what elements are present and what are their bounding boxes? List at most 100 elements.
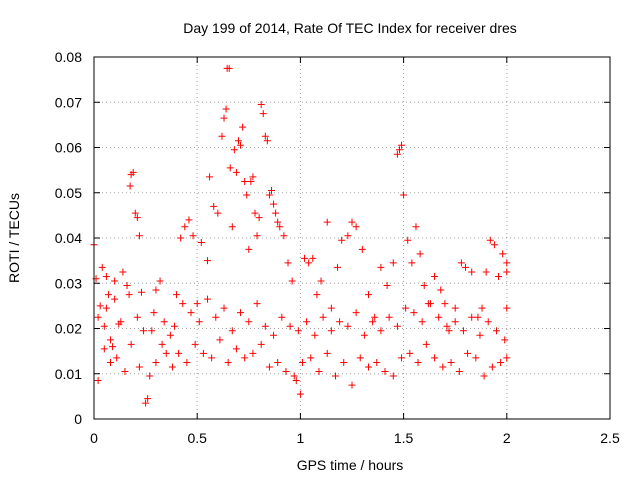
data-point — [371, 313, 379, 321]
data-point — [241, 177, 249, 185]
y-tick-label: 0 — [74, 411, 82, 427]
data-point — [344, 322, 352, 330]
data-point — [261, 322, 269, 330]
data-point — [265, 363, 273, 371]
data-point — [100, 322, 108, 330]
y-tick-label: 0.08 — [55, 49, 82, 65]
data-point — [204, 257, 212, 265]
data-point — [377, 327, 385, 335]
data-point — [243, 191, 251, 199]
data-point — [170, 322, 178, 330]
data-point — [102, 272, 110, 280]
data-point — [133, 313, 141, 321]
data-point — [296, 390, 304, 398]
data-point — [327, 327, 335, 335]
data-point — [245, 318, 253, 326]
data-point — [123, 282, 131, 290]
data-point — [225, 64, 233, 72]
data-point — [224, 358, 232, 366]
data-point — [210, 202, 218, 210]
data-point — [447, 358, 455, 366]
data-point — [226, 164, 234, 172]
data-point — [152, 358, 160, 366]
data-point — [232, 345, 240, 353]
data-point — [416, 250, 424, 258]
data-point — [117, 318, 125, 326]
data-point — [476, 331, 484, 339]
data-point — [464, 349, 472, 357]
data-point — [303, 318, 311, 326]
data-point — [100, 345, 108, 353]
data-point — [270, 200, 278, 208]
x-tick-label: 1.5 — [394, 430, 414, 446]
data-point — [317, 277, 325, 285]
data-point — [334, 263, 342, 271]
data-point — [131, 209, 139, 217]
data-point — [220, 304, 228, 312]
data-point — [214, 209, 222, 217]
data-point — [288, 277, 296, 285]
data-point — [414, 358, 422, 366]
data-point — [474, 313, 482, 321]
data-point — [499, 250, 507, 258]
data-point — [451, 304, 459, 312]
data-point — [301, 254, 309, 262]
data-point — [356, 354, 364, 362]
x-tick-label: 2.5 — [600, 430, 620, 446]
data-point — [352, 223, 360, 231]
data-point — [107, 336, 115, 344]
data-point — [148, 327, 156, 335]
data-point — [445, 327, 453, 335]
data-point — [482, 268, 490, 276]
y-tick-label: 0.03 — [55, 275, 82, 291]
data-point — [490, 241, 498, 249]
y-tick-label: 0.02 — [55, 321, 82, 337]
data-point — [389, 372, 397, 380]
data-point — [459, 327, 467, 335]
data-point — [245, 245, 253, 253]
data-point — [177, 234, 185, 242]
data-point — [270, 331, 278, 339]
data-point — [107, 358, 115, 366]
plot-border — [93, 56, 611, 420]
data-point — [365, 363, 373, 371]
y-tick-label: 0.05 — [55, 185, 82, 201]
data-point — [185, 216, 193, 224]
data-point — [358, 245, 366, 253]
data-point — [276, 223, 284, 231]
data-point — [166, 331, 174, 339]
data-point — [503, 268, 511, 276]
data-point — [294, 327, 302, 335]
data-point — [181, 223, 189, 231]
data-point — [135, 232, 143, 240]
data-point — [468, 268, 476, 276]
data-point — [94, 313, 102, 321]
data-point — [439, 363, 447, 371]
y-tick-label: 0.04 — [55, 230, 82, 246]
data-point — [189, 232, 197, 240]
data-point — [315, 367, 323, 375]
data-point — [323, 349, 331, 357]
data-point — [195, 318, 203, 326]
data-point — [360, 331, 368, 339]
data-point — [96, 302, 104, 310]
data-point — [468, 313, 476, 321]
data-point — [408, 259, 416, 267]
data-point — [406, 349, 414, 357]
data-point — [220, 114, 228, 122]
data-point — [179, 300, 187, 308]
data-point — [365, 291, 373, 299]
data-point — [381, 367, 389, 375]
data-point — [404, 236, 412, 244]
data-point — [313, 291, 321, 299]
data-point — [385, 313, 393, 321]
data-point — [336, 318, 344, 326]
data-point — [274, 358, 282, 366]
data-point — [352, 309, 360, 317]
data-point — [127, 340, 135, 348]
data-point — [501, 336, 509, 344]
data-point — [292, 377, 300, 385]
data-point — [197, 239, 205, 247]
data-point — [230, 146, 238, 154]
data-point — [241, 354, 249, 362]
